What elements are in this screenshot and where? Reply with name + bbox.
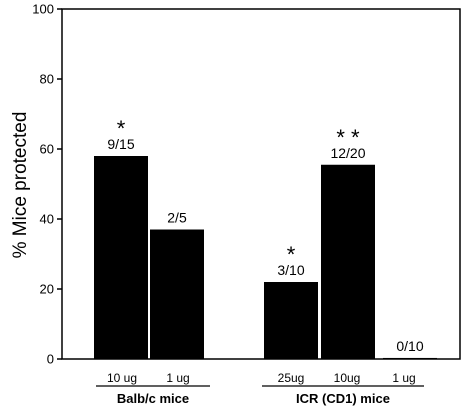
bar: [264, 282, 318, 359]
bar: [94, 156, 148, 359]
x-tick-label: 10ug: [334, 371, 361, 385]
x-tick-label: 1 ug: [166, 371, 189, 385]
axes: 0 20 40 60 80 100: [32, 2, 461, 367]
group-label: Balb/c mice: [117, 391, 189, 406]
x-categories: 10 ug 1 ug 25ug 10ug 1 ug Balb/c mice ICR (CD1…: [96, 371, 424, 406]
x-tick-label: 25ug: [278, 371, 305, 385]
y-axis-label: % Mice protected: [10, 112, 31, 259]
group-label: ICR (CD1) mice: [296, 391, 390, 406]
significance-marker: *: [117, 116, 126, 141]
bar-annotations: 9/15*2/53/10*12/20* *0/10: [107, 116, 423, 354]
bars: [94, 156, 437, 359]
bar: [150, 229, 204, 359]
bar: [321, 164, 375, 359]
bar-fraction-label: 3/10: [277, 262, 304, 278]
y-tick-label: 20: [40, 282, 54, 297]
bar-fraction-label: 2/5: [167, 210, 187, 226]
y-tick-label: 60: [40, 142, 54, 157]
significance-marker: * *: [336, 125, 360, 150]
plot-frame: [61, 8, 461, 360]
bar-fraction-label: 9/15: [107, 136, 134, 152]
x-tick-label: 10 ug: [107, 371, 137, 385]
y-tick-label: 100: [32, 2, 54, 17]
x-tick-label: 1 ug: [392, 371, 415, 385]
bar-fraction-label: 12/20: [330, 145, 365, 161]
y-tick-label: 0: [47, 352, 54, 367]
y-tick-label: 80: [40, 72, 54, 87]
y-tick-label: 40: [40, 212, 54, 227]
significance-marker: *: [287, 242, 296, 267]
bar-fraction-label: 0/10: [396, 338, 423, 354]
bar: [383, 357, 437, 359]
